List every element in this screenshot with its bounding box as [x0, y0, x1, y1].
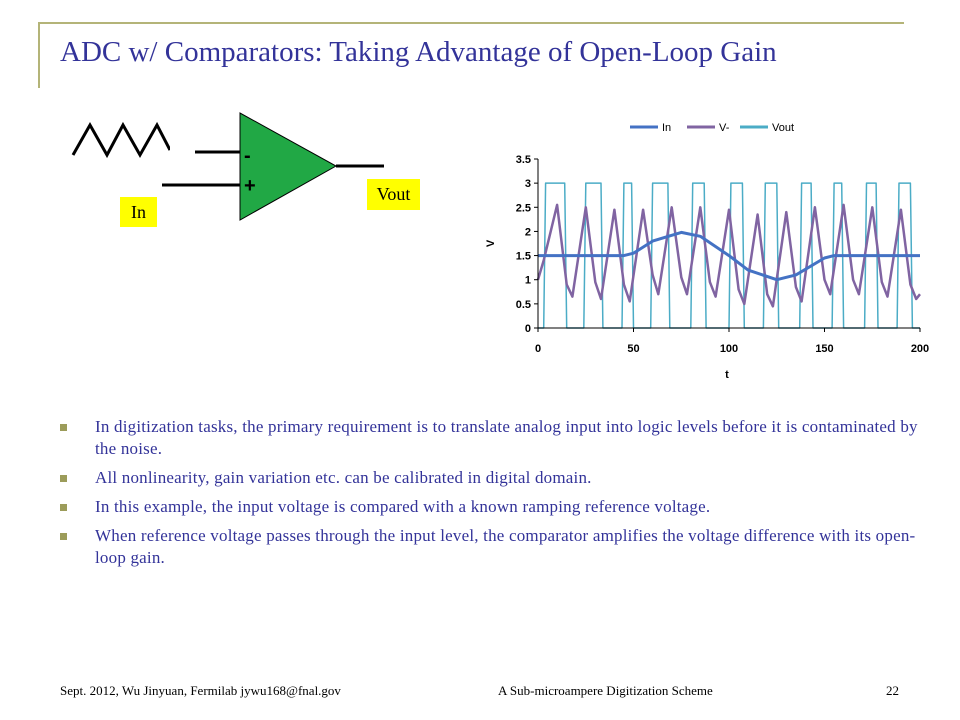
x-tick-label: 200: [911, 343, 929, 355]
title-side-rule: [38, 22, 40, 88]
square-bullet-icon: [60, 504, 67, 511]
y-axis-title: V: [485, 239, 497, 247]
triangle-wave-icon: [71, 121, 170, 159]
vout-label: Vout: [367, 179, 420, 210]
bullet-text: In this example, the input voltage is co…: [95, 497, 711, 516]
page-number: 22: [886, 683, 899, 698]
slide-title: ADC w/ Comparators: Taking Advantage of …: [60, 36, 777, 68]
x-tick-label: 50: [627, 343, 639, 355]
legend-label: In: [662, 122, 671, 134]
footer-author: Sept. 2012, Wu Jinyuan, Fermilab jywu168…: [60, 683, 341, 698]
y-tick-label: 2: [525, 226, 531, 238]
square-bullet-icon: [60, 475, 67, 482]
y-tick-label: 3.5: [516, 154, 531, 166]
footer-presentation-title: A Sub-microampere Digitization Scheme: [498, 683, 713, 698]
y-tick-label: 1: [525, 275, 531, 287]
bullet-text: When reference voltage passes through th…: [95, 526, 916, 567]
x-axis-title: t: [725, 369, 729, 381]
bullet-text: In digitization tasks, the primary requi…: [95, 417, 918, 458]
in-label: In: [120, 197, 157, 227]
bullet-item: In digitization tasks, the primary requi…: [60, 416, 930, 460]
y-tick-label: 0.5: [516, 299, 531, 311]
voltage-chart: 0 0.5 1 1.5 2 2.5 3 3.5 0 50 100 150 200 t V In V- Vout: [485, 122, 929, 381]
y-tick-label: 2.5: [516, 202, 531, 214]
bullet-item: In this example, the input voltage is co…: [60, 496, 930, 518]
legend-label: Vout: [772, 122, 794, 134]
x-tick-label: 0: [535, 343, 541, 355]
y-tick-label: 1.5: [516, 251, 531, 263]
comparator-diagram: - +: [162, 112, 384, 221]
bullet-list: In digitization tasks, the primary requi…: [60, 416, 930, 576]
y-tick-label: 3: [525, 178, 531, 190]
legend-label: V-: [719, 122, 730, 134]
plus-sign: +: [244, 175, 256, 197]
minus-sign: -: [244, 145, 251, 167]
opamp-triangle: [239, 112, 338, 221]
series-line-in: [538, 230, 920, 282]
series-line-vminus: [536, 203, 921, 308]
x-tick-label: 100: [720, 343, 738, 355]
square-bullet-icon: [60, 533, 67, 540]
square-bullet-icon: [60, 424, 67, 431]
bullet-item: All nonlinearity, gain variation etc. ca…: [60, 467, 930, 489]
title-top-rule: [38, 22, 904, 24]
x-tick-label: 150: [815, 343, 833, 355]
y-tick-label: 0: [525, 323, 531, 335]
bullet-item: When reference voltage passes through th…: [60, 525, 930, 569]
bullet-text: All nonlinearity, gain variation etc. ca…: [95, 468, 592, 487]
